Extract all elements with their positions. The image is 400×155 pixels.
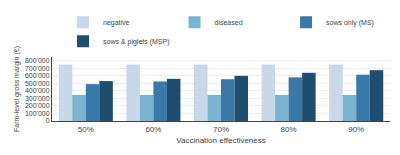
svg-text:300'000: 300'000 xyxy=(25,95,50,102)
svg-text:90%: 90% xyxy=(348,125,364,134)
svg-text:negative: negative xyxy=(103,19,130,27)
svg-text:800'000: 800'000 xyxy=(25,57,50,64)
svg-text:sows & piglets (MSP): sows & piglets (MSP) xyxy=(103,38,170,46)
svg-text:50%: 50% xyxy=(78,125,94,134)
svg-text:700'000: 700'000 xyxy=(25,65,50,72)
svg-text:400'000: 400'000 xyxy=(25,87,50,94)
svg-text:100'000: 100'000 xyxy=(25,110,50,117)
svg-text:600'000: 600'000 xyxy=(25,72,50,79)
svg-text:500'000: 500'000 xyxy=(25,80,50,87)
svg-text:60%: 60% xyxy=(145,125,161,134)
svg-text:sows only (MS): sows only (MS) xyxy=(326,19,374,27)
svg-text:diseased: diseased xyxy=(215,19,243,26)
svg-text:200'000: 200'000 xyxy=(25,102,50,109)
svg-text:Vaccination effectiveness: Vaccination effectiveness xyxy=(176,136,266,145)
svg-text:Farm-level gross margin (€): Farm-level gross margin (€) xyxy=(13,46,21,132)
svg-text:80%: 80% xyxy=(281,125,297,134)
svg-text:0: 0 xyxy=(46,117,50,124)
svg-text:70%: 70% xyxy=(213,125,229,134)
